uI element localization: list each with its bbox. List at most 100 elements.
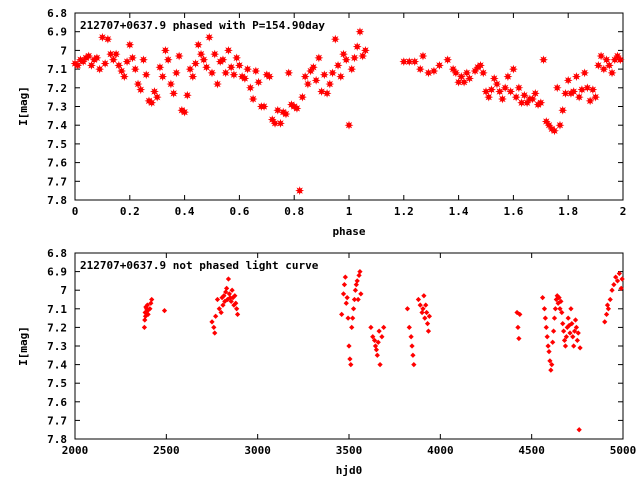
- phased-data-point: [245, 83, 255, 93]
- phased-data-point: [604, 60, 614, 70]
- unphased-data-point: [563, 334, 569, 340]
- unphased-data-point: [613, 274, 619, 280]
- phased-data-point: [180, 107, 189, 117]
- phased-data-point: [130, 64, 140, 74]
- phased-data-point: [519, 90, 529, 100]
- unphased-data-point: [411, 361, 417, 368]
- unphased-data-point: [424, 321, 431, 327]
- phased-data-point: [106, 49, 116, 59]
- phased-data-point: [295, 186, 305, 196]
- phased-plot-ticks: 0 0.2 0.4 0.6 0.8 1 1.2 1.4 1.6 1.8 2 6.8 6.9 7 7.1 7.2…: [47, 7, 626, 218]
- unphased-data-point: [569, 321, 575, 327]
- phased-data-point: [582, 83, 592, 93]
- unphased-data-point: [352, 287, 359, 293]
- unphased-data-point: [379, 334, 385, 340]
- unphased-data-point: [543, 324, 549, 331]
- phased-data-point: [229, 70, 239, 80]
- unphased-data-point: [559, 309, 565, 316]
- phased-data-point: [95, 64, 105, 74]
- phased-data-point: [350, 53, 359, 63]
- unphased-data-point: [611, 281, 617, 288]
- phased-data-point: [580, 68, 590, 78]
- unphased-data-point: [517, 311, 523, 318]
- phased-data-point: [125, 40, 135, 50]
- phased-data-point: [292, 103, 302, 113]
- unphased-data-point: [356, 272, 362, 278]
- phased-data-point: [251, 66, 261, 76]
- phased-data-point: [328, 68, 337, 78]
- unphased-ytick-label: 7.4: [47, 359, 67, 372]
- phased-data-point: [204, 32, 214, 42]
- phased-data-point: [615, 55, 625, 65]
- unphased-data-point: [547, 358, 553, 364]
- phased-data-point: [424, 68, 433, 78]
- unphased-data-point: [420, 306, 426, 312]
- phased-ytick-label: 7.8: [47, 194, 67, 207]
- unphased-data-point: [561, 337, 568, 344]
- phased-xtick-label: 1: [346, 205, 353, 218]
- phased-data-point: [232, 53, 242, 63]
- phased-data-point: [202, 62, 211, 72]
- phased-data-point: [182, 90, 192, 100]
- phased-data-point: [602, 55, 611, 65]
- phased-data-point: [139, 55, 148, 65]
- unphased-ytick-label: 7.5: [47, 377, 67, 390]
- unphased-data-point: [350, 306, 357, 312]
- unphased-data-point: [145, 311, 151, 318]
- phased-data-point: [108, 55, 118, 65]
- phased-xtick-label: 0.2: [120, 205, 140, 218]
- unphased-data-point: [419, 309, 425, 316]
- phased-data-point: [404, 57, 414, 67]
- phased-data-point: [572, 72, 581, 81]
- unphased-data-point: [348, 361, 354, 368]
- unphased-data-point: [575, 330, 581, 336]
- phased-plot-panel: 212707+0637.9 phased with P=154.90day ph…: [17, 7, 626, 238]
- phased-data-point: [150, 87, 159, 96]
- phased-data-point: [73, 60, 83, 70]
- phased-data-point: [147, 98, 157, 108]
- phased-data-point: [347, 64, 357, 74]
- unphased-data-point: [426, 313, 432, 319]
- phased-data-point: [561, 89, 570, 98]
- unphased-data-point: [406, 324, 412, 331]
- phased-data-point: [174, 51, 184, 61]
- unphased-data-point: [602, 319, 608, 325]
- phased-xtick-label: 0.8: [284, 205, 304, 218]
- unphased-data-point: [223, 289, 229, 295]
- phased-data-point: [495, 87, 505, 96]
- phased-data-point: [122, 57, 132, 67]
- phased-data-point: [303, 79, 313, 89]
- phased-ytick-label: 6.9: [47, 26, 67, 39]
- phased-data-point: [119, 72, 129, 81]
- phased-data-point: [248, 94, 258, 104]
- unphased-data-point: [353, 281, 359, 288]
- phased-data-point: [429, 66, 439, 76]
- unphased-data-point: [404, 306, 411, 312]
- phased-data-point: [500, 83, 510, 93]
- phased-data-point: [196, 49, 206, 59]
- unphased-data-point: [542, 315, 548, 321]
- unphased-data-point: [560, 321, 566, 327]
- phased-data-point: [224, 46, 233, 55]
- unphased-data-point: [213, 313, 219, 319]
- phased-data-point: [443, 55, 453, 65]
- phased-ytick-label: 7.4: [47, 119, 67, 132]
- phased-data-point: [462, 68, 472, 78]
- unphased-data-point: [577, 345, 583, 351]
- unphased-data-point: [616, 270, 622, 277]
- phased-xtick-label: 1.8: [558, 205, 578, 218]
- unphased-plot-ylabel: I[mag]: [17, 326, 30, 366]
- phased-data-point: [574, 92, 584, 102]
- unphased-data-point: [609, 287, 615, 293]
- unphased-data-point: [550, 328, 557, 334]
- phased-data-point: [593, 60, 603, 70]
- phased-data-point: [506, 87, 516, 96]
- unphased-data-point: [355, 296, 361, 303]
- phased-data-point: [492, 79, 502, 89]
- phased-data-point: [103, 34, 113, 44]
- phased-xtick-label: 2: [620, 205, 627, 218]
- phased-data-point: [530, 89, 540, 98]
- phased-data-point: [415, 64, 425, 74]
- phased-data-point: [599, 64, 609, 74]
- unphased-data-point: [423, 302, 429, 308]
